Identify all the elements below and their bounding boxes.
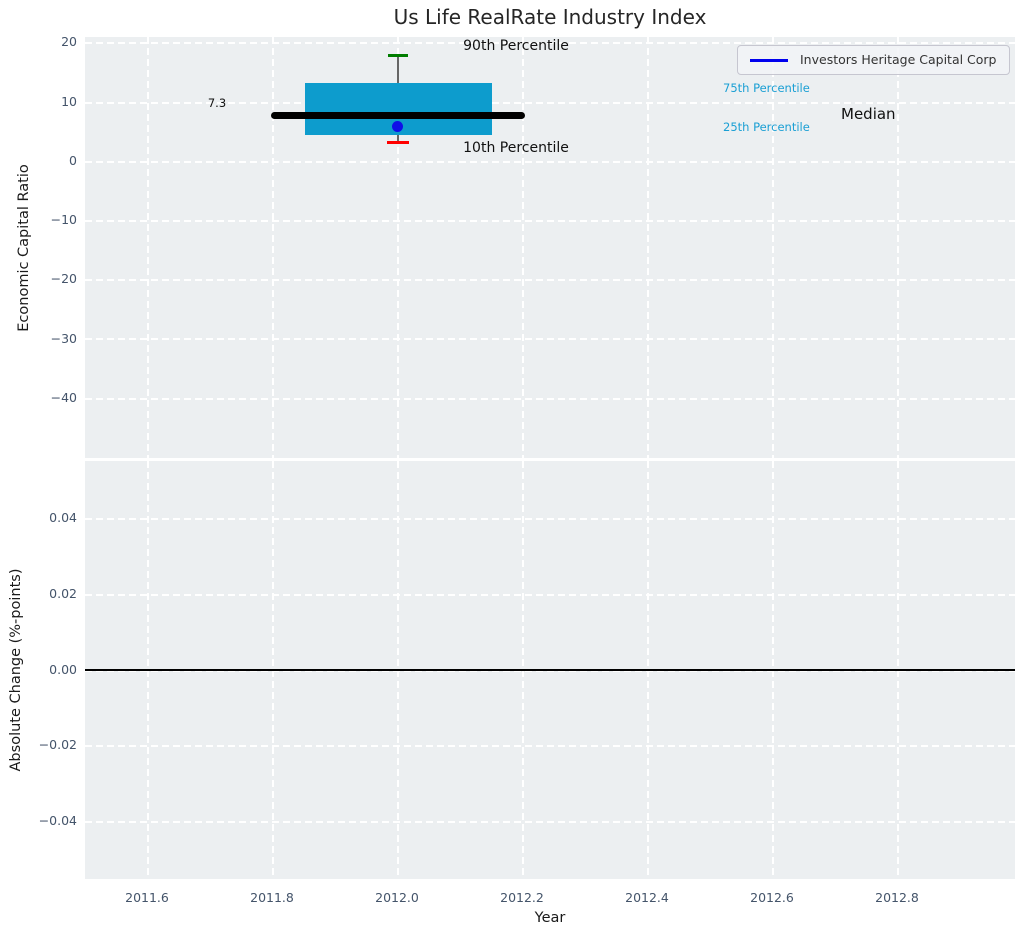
gridline-horizontal xyxy=(85,821,1015,823)
median-line xyxy=(271,111,525,119)
zero-line xyxy=(85,669,1015,671)
ytick-top-0: 0 xyxy=(69,153,77,168)
gridline-vertical xyxy=(522,37,524,458)
ylabel-bottom: Absolute Change (%-points) xyxy=(8,568,24,772)
gridline-horizontal xyxy=(85,745,1015,747)
ytick-top-n30: −30 xyxy=(50,331,77,346)
p10-annotation: 10th Percentile xyxy=(463,140,569,156)
ytick-bot-002: 0.02 xyxy=(49,586,77,601)
gridline-horizontal xyxy=(85,670,1015,672)
gridline-horizontal xyxy=(85,220,1015,222)
ylabel-top: Economic Capital Ratio xyxy=(16,164,32,332)
ytick-top-n40: −40 xyxy=(50,390,77,405)
median-annotation: Median xyxy=(841,105,896,123)
p90-whisker-cap xyxy=(388,53,408,57)
p75-annotation: 75th Percentile xyxy=(723,81,810,95)
chart-title: Us Life RealRate Industry Index xyxy=(393,5,707,29)
gridline-vertical xyxy=(647,37,649,458)
p10-whisker-cap xyxy=(387,141,409,144)
bottom-plot-area xyxy=(85,461,1015,879)
gridline-vertical xyxy=(272,37,274,458)
ytick-top-20: 20 xyxy=(61,34,77,49)
gridline-horizontal xyxy=(85,279,1015,281)
ytick-top-n10: −10 xyxy=(50,212,77,227)
gridline-horizontal xyxy=(85,594,1015,596)
xtick-2012-0: 2012.0 xyxy=(375,890,419,905)
legend-line-swatch xyxy=(750,59,788,62)
xtick-2011-6: 2011.6 xyxy=(125,890,169,905)
gridline-vertical xyxy=(397,37,399,458)
xtick-2012-2: 2012.2 xyxy=(500,890,544,905)
ytick-bot-004: 0.04 xyxy=(49,510,77,525)
gridline-vertical xyxy=(897,37,899,458)
gridline-horizontal xyxy=(85,398,1015,400)
gridline-horizontal xyxy=(85,102,1015,104)
xtick-2012-8: 2012.8 xyxy=(875,890,919,905)
xtick-2012-6: 2012.6 xyxy=(750,890,794,905)
gridline-horizontal xyxy=(85,161,1015,163)
ytick-top-10: 10 xyxy=(61,94,77,109)
xtick-2012-4: 2012.4 xyxy=(625,890,669,905)
ytick-top-n20: −20 xyxy=(50,271,77,286)
xlabel: Year xyxy=(534,910,566,926)
legend: Investors Heritage Capital Corp xyxy=(737,45,1010,75)
gridline-vertical xyxy=(772,37,774,458)
p25-annotation: 25th Percentile xyxy=(723,120,810,134)
xtick-2011-8: 2011.8 xyxy=(250,890,294,905)
gridline-horizontal xyxy=(85,518,1015,520)
median-value-label: 7.3 xyxy=(207,96,227,110)
top-plot-area: 7.3 90th Percentile 10th Percentile 75th… xyxy=(85,37,1015,458)
p90-annotation: 90th Percentile xyxy=(463,38,569,54)
gridline-vertical xyxy=(147,37,149,458)
ytick-bot-n004: −0.04 xyxy=(38,813,77,828)
ytick-bot-n002: −0.02 xyxy=(38,737,77,752)
gridline-horizontal xyxy=(85,338,1015,340)
ytick-bot-000: 0.00 xyxy=(49,662,77,677)
company-value-dot xyxy=(392,120,403,132)
legend-label: Investors Heritage Capital Corp xyxy=(800,52,997,67)
gridline-horizontal xyxy=(85,42,1015,44)
